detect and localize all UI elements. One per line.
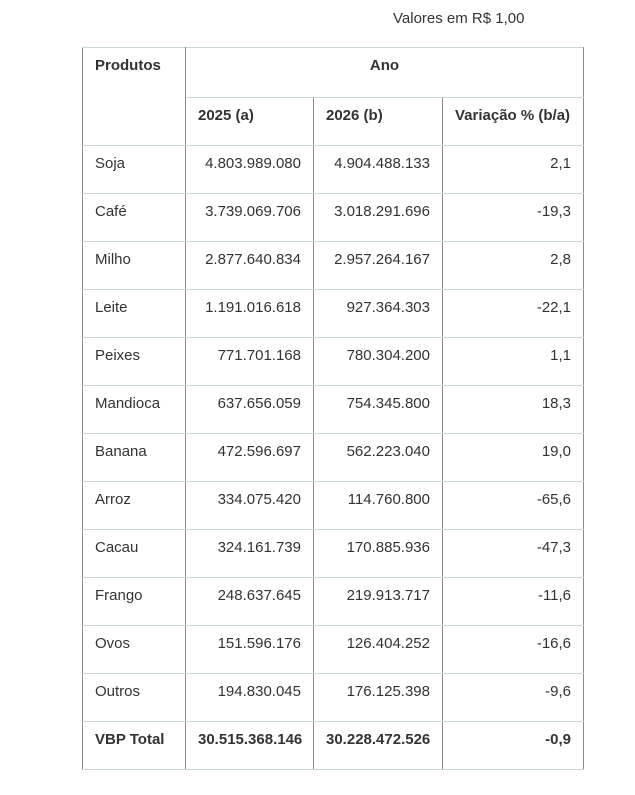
value-2025-cell: 334.075.420 (185, 481, 314, 530)
variation-cell: -9,6 (441, 673, 585, 722)
total-row: VBP Total 30.515.368.146 30.228.472.526 … (82, 721, 585, 770)
value-2025-cell: 194.830.045 (185, 673, 314, 722)
value-2025-cell: 248.637.645 (185, 577, 314, 626)
header-2025: 2025 (a) (185, 97, 314, 146)
variation-cell: -65,6 (441, 481, 585, 530)
product-cell: Arroz (82, 481, 186, 530)
value-2026-cell: 114.760.800 (313, 481, 443, 530)
vbp-table: Produtos Ano 2025 (a) 2026 (b) Variação … (82, 47, 585, 770)
table-row: Cacau 324.161.739 170.885.936 -47,3 (82, 529, 585, 578)
table-row: Outros 194.830.045 176.125.398 -9,6 (82, 673, 585, 722)
product-cell: Mandioca (82, 385, 186, 434)
total-2026-cell: 30.228.472.526 (313, 721, 443, 770)
values-caption: Valores em R$ 1,00 (393, 10, 525, 27)
variation-cell: 19,0 (441, 433, 585, 482)
value-2026-cell: 176.125.398 (313, 673, 443, 722)
variation-cell: -11,6 (441, 577, 585, 626)
value-2025-cell: 472.596.697 (185, 433, 314, 482)
value-2025-cell: 151.596.176 (185, 625, 314, 674)
table-row: Peixes 771.701.168 780.304.200 1,1 (82, 337, 585, 386)
total-label-cell: VBP Total (82, 721, 186, 770)
header-year-group: Ano (184, 47, 585, 98)
product-cell: Soja (82, 145, 186, 194)
header-products: Produtos (82, 47, 186, 146)
product-cell: Ovos (82, 625, 186, 674)
value-2026-cell: 3.018.291.696 (313, 193, 443, 242)
variation-cell: 2,1 (441, 145, 585, 194)
header-row-group: Produtos Ano (82, 47, 585, 146)
value-2026-cell: 170.885.936 (313, 529, 443, 578)
table-row: Leite 1.191.016.618 927.364.303 -22,1 (82, 289, 585, 338)
total-variation-cell: -0,9 (441, 721, 585, 770)
table-row: Milho 2.877.640.834 2.957.264.167 2,8 (82, 241, 585, 290)
header-row-columns: 2025 (a) 2026 (b) Variação % (b/a) (83, 97, 585, 146)
value-2026-cell: 780.304.200 (313, 337, 443, 386)
value-2026-cell: 219.913.717 (313, 577, 443, 626)
product-cell: Frango (82, 577, 186, 626)
header-variation: Variação % (b/a) (441, 97, 585, 146)
product-cell: Outros (82, 673, 186, 722)
value-2025-cell: 324.161.739 (185, 529, 314, 578)
value-2026-cell: 754.345.800 (313, 385, 443, 434)
value-2025-cell: 771.701.168 (185, 337, 314, 386)
variation-cell: -19,3 (441, 193, 585, 242)
table-row: Mandioca 637.656.059 754.345.800 18,3 (82, 385, 585, 434)
product-cell: Cacau (82, 529, 186, 578)
variation-cell: -47,3 (441, 529, 585, 578)
product-cell: Peixes (82, 337, 186, 386)
table-row: Café 3.739.069.706 3.018.291.696 -19,3 (82, 193, 585, 242)
table-row: Arroz 334.075.420 114.760.800 -65,6 (82, 481, 585, 530)
value-2026-cell: 2.957.264.167 (313, 241, 443, 290)
variation-cell: 2,8 (441, 241, 585, 290)
total-2025-cell: 30.515.368.146 (185, 721, 314, 770)
table-row: Banana 472.596.697 562.223.040 19,0 (82, 433, 585, 482)
variation-cell: -16,6 (441, 625, 585, 674)
product-cell: Banana (82, 433, 186, 482)
product-cell: Leite (82, 289, 186, 338)
variation-cell: 18,3 (441, 385, 585, 434)
value-2026-cell: 4.904.488.133 (313, 145, 443, 194)
value-2026-cell: 126.404.252 (313, 625, 443, 674)
table-row: Frango 248.637.645 219.913.717 -11,6 (82, 577, 585, 626)
variation-cell: -22,1 (441, 289, 585, 338)
header-2026: 2026 (b) (313, 97, 443, 146)
value-2025-cell: 637.656.059 (185, 385, 314, 434)
table-row: Soja 4.803.989.080 4.904.488.133 2,1 (82, 145, 585, 194)
product-cell: Café (82, 193, 186, 242)
variation-cell: 1,1 (441, 337, 585, 386)
value-2025-cell: 2.877.640.834 (185, 241, 314, 290)
value-2025-cell: 3.739.069.706 (185, 193, 314, 242)
value-2025-cell: 4.803.989.080 (185, 145, 314, 194)
product-cell: Milho (82, 241, 186, 290)
value-2026-cell: 927.364.303 (313, 289, 443, 338)
table-row: Ovos 151.596.176 126.404.252 -16,6 (82, 625, 585, 674)
value-2026-cell: 562.223.040 (313, 433, 443, 482)
value-2025-cell: 1.191.016.618 (185, 289, 314, 338)
